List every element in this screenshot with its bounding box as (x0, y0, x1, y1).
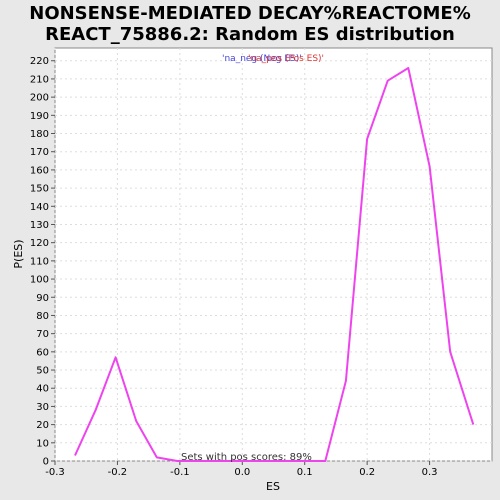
y-tick-label: 220 (30, 56, 49, 67)
y-tick-label: 190 (30, 111, 49, 122)
y-tick-label: 110 (30, 256, 49, 267)
y-tick-label: 150 (30, 184, 49, 195)
series-layer (74, 67, 475, 462)
y-tick-label: 130 (30, 220, 49, 231)
x-tick-label: 0.2 (359, 467, 375, 478)
x-tick-label: 0.0 (234, 467, 250, 478)
y-axis-label: P(ES) (12, 239, 25, 268)
grid (54, 48, 492, 462)
x-axis-label: ES (266, 480, 280, 493)
series-line (74, 67, 475, 462)
y-tick-label: 140 (30, 202, 49, 213)
y-tick-label: 30 (36, 402, 49, 413)
chart-title-line1: NONSENSE-MEDIATED DECAY%REACTOME% (29, 3, 471, 24)
y-tick-label: 90 (36, 293, 49, 304)
y-tick-label: 200 (30, 93, 49, 104)
y-tick-label: 80 (36, 311, 49, 322)
y-tick-label: 40 (36, 384, 49, 395)
y-tick-label: 100 (30, 275, 49, 286)
x-tick-label: 0.1 (297, 467, 313, 478)
y-tick-label: 180 (30, 129, 49, 140)
x-tick-label: -0.1 (170, 467, 190, 478)
x-axis-ticks: -0.3 -0.2 -0.1 0.0 0.1 0.2 0.3 (45, 461, 438, 478)
y-tick-label: 70 (36, 329, 49, 340)
legend-entry-neg: 'na_neg (Neg ES)' (222, 54, 302, 64)
y-tick-label: 170 (30, 147, 49, 158)
x-tick-label: -0.3 (45, 467, 65, 478)
y-tick-label: 20 (36, 420, 49, 431)
y-axis-ticks: 0 10 20 30 40 50 60 70 80 90 100 110 120 130 140 150 160… (30, 56, 55, 468)
y-tick-label: 10 (36, 438, 49, 449)
y-tick-label: 50 (36, 366, 49, 377)
y-tick-label: 0 (43, 457, 49, 468)
chart-title-line2: REACT_75886.2: Random ES distribution (45, 24, 455, 45)
plot-area (54, 47, 493, 462)
y-tick-label: 60 (36, 347, 49, 358)
x-tick-label: 0.3 (422, 467, 438, 478)
legend-entry-pos: 'na_pos (Pos ES)' (248, 54, 324, 64)
y-tick-label: 160 (30, 165, 49, 176)
pos-scores-annotation: Sets with pos scores: 89% (181, 452, 312, 463)
y-tick-label: 120 (30, 238, 49, 249)
x-tick-label: -0.2 (108, 467, 128, 478)
y-tick-label: 210 (30, 74, 49, 85)
